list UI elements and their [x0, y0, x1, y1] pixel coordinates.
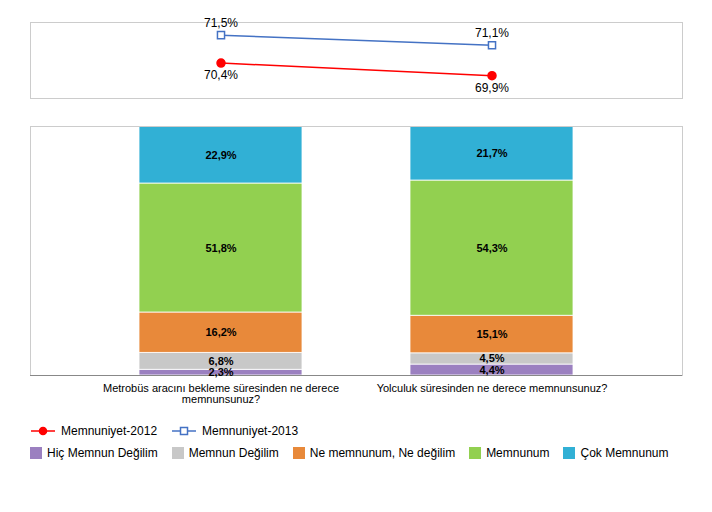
- html-text:Memnun Değilim: Memnun Değilim: [188, 446, 279, 460]
- html-text:Memnuniyet-2012: Memnuniyet-2012: [61, 424, 158, 438]
- svg-text:71,5%: 71,5%: [204, 16, 238, 30]
- svg-text:4,5%: 4,5%: [479, 352, 504, 364]
- svg-text:4,4%: 4,4%: [479, 364, 504, 376]
- html-text:Memnunum: Memnunum: [486, 446, 550, 460]
- svg-text:22,9%: 22,9%: [205, 149, 236, 161]
- svg-text:71,1%: 71,1%: [475, 26, 509, 40]
- svg-text:70,4%: 70,4%: [204, 68, 238, 82]
- html-text:Memnuniyet-2013: Memnuniyet-2013: [202, 424, 299, 438]
- svg-text:15,1%: 15,1%: [476, 328, 507, 340]
- html-text:Çok Memnunum: Çok Memnunum: [580, 446, 669, 460]
- svg-text:51,8%: 51,8%: [205, 242, 236, 254]
- svg-text:Yolculuk süresinden ne derece: Yolculuk süresinden ne derece memnunsunu…: [377, 382, 608, 394]
- svg-text:69,9%: 69,9%: [475, 81, 509, 95]
- html-text:Hiç Memnun Değilim: Hiç Memnun Değilim: [47, 446, 158, 460]
- svg-text:Metrobüs aracını bekleme süres: Metrobüs aracını bekleme süresinden ne d…: [103, 382, 339, 405]
- html-text:Ne memnunum, Ne değilim: Ne memnunum, Ne değilim: [309, 446, 456, 460]
- svg-text:2,3%: 2,3%: [208, 366, 233, 378]
- svg-text:16,2%: 16,2%: [205, 326, 236, 338]
- svg-text:6,8%: 6,8%: [208, 355, 233, 367]
- svg-text:54,3%: 54,3%: [476, 242, 507, 254]
- svg-text:21,7%: 21,7%: [476, 147, 507, 159]
